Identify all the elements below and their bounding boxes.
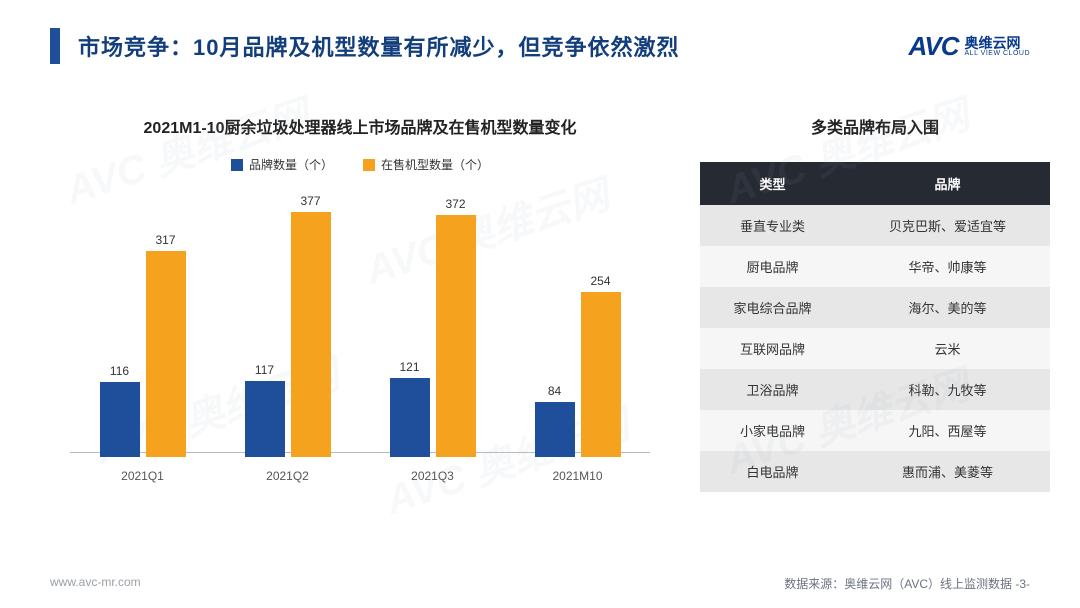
legend-item-brand: 品牌数量（个） [231,156,333,173]
bar-pair: 117377 [245,197,331,457]
table-cell: 互联网品牌 [700,328,845,369]
x-axis-label: 2021M10 [552,469,602,483]
bar-group: 1163172021Q1 [70,197,215,483]
content-row: 2021M1-10厨余垃圾处理器线上市场品牌及在售机型数量变化 品牌数量（个） … [50,114,1030,492]
bar-value-label: 84 [535,384,575,398]
logo-text: AVC [909,31,959,62]
table-cell: 卫浴品牌 [700,369,845,410]
table-cell: 云米 [845,328,1050,369]
table-cell: 白电品牌 [700,451,845,492]
legend-label: 在售机型数量（个） [381,156,489,173]
chart-legend: 品牌数量（个） 在售机型数量（个） [50,156,670,173]
table-title: 多类品牌布局入围 [700,114,1050,138]
table-cell: 海尔、美的等 [845,287,1050,328]
page-title: 市场竞争：10月品牌及机型数量有所减少，但竞争依然激烈 [78,30,679,62]
bar-group: 1173772021Q2 [215,197,360,483]
table-row: 白电品牌惠而浦、美菱等 [700,451,1050,492]
bar-value-label: 117 [245,363,285,377]
chart-plot: 1163172021Q11173772021Q21213722021Q38425… [50,183,670,483]
table-area: 多类品牌布局入围 类型 品牌 垂直专业类贝克巴斯、爱适宜等厨电品牌华帝、帅康等家… [700,114,1050,492]
title-accent-bar [50,28,60,64]
table-header-cell: 品牌 [845,162,1050,205]
table-cell: 厨电品牌 [700,246,845,287]
brand-table: 类型 品牌 垂直专业类贝克巴斯、爱适宜等厨电品牌华帝、帅康等家电综合品牌海尔、美… [700,162,1050,492]
chart-area: 2021M1-10厨余垃圾处理器线上市场品牌及在售机型数量变化 品牌数量（个） … [50,114,670,492]
title-row: 市场竞争：10月品牌及机型数量有所减少，但竞争依然激烈 AVC 奥维云网 ALL… [50,28,1030,64]
table-row: 垂直专业类贝克巴斯、爱适宜等 [700,205,1050,246]
model-bar: 317 [146,251,186,457]
bar-value-label: 377 [291,194,331,208]
table-cell: 家电综合品牌 [700,287,845,328]
table-cell: 九阳、西屋等 [845,410,1050,451]
legend-label: 品牌数量（个） [249,156,333,173]
x-axis-label: 2021Q3 [411,469,454,483]
bar-pair: 116317 [100,197,186,457]
brand-bar: 116 [100,382,140,457]
table-row: 厨电品牌华帝、帅康等 [700,246,1050,287]
model-bar: 372 [436,215,476,457]
footer-right: 数据来源：奥维云网（AVC）线上监测数据 -3- [784,575,1030,592]
logo-cn-sub: ALL VIEW CLOUD [965,50,1030,57]
table-row: 卫浴品牌科勒、九牧等 [700,369,1050,410]
chart-title: 2021M1-10厨余垃圾处理器线上市场品牌及在售机型数量变化 [50,114,670,138]
table-cell: 贝克巴斯、爱适宜等 [845,205,1050,246]
logo-cn-main: 奥维云网 [965,36,1030,50]
brand-bar: 121 [390,378,430,457]
table-cell: 科勒、九牧等 [845,369,1050,410]
x-axis-label: 2021Q2 [266,469,309,483]
bar-value-label: 317 [146,233,186,247]
table-row: 小家电品牌九阳、西屋等 [700,410,1050,451]
bar-value-label: 372 [436,197,476,211]
table-row: 家电综合品牌海尔、美的等 [700,287,1050,328]
table-cell: 小家电品牌 [700,410,845,451]
model-bar: 377 [291,212,331,457]
bar-value-label: 254 [581,274,621,288]
legend-swatch [231,159,243,171]
table-row: 互联网品牌云米 [700,328,1050,369]
table-cell: 垂直专业类 [700,205,845,246]
bar-value-label: 116 [100,364,140,378]
bar-group: 842542021M10 [505,197,650,483]
x-axis-label: 2021Q1 [121,469,164,483]
legend-item-model: 在售机型数量（个） [363,156,489,173]
slide: AVC 奥维云网 AVC 奥维云网 AVC 奥维云网 AVC 奥维云网 AVC … [0,0,1080,608]
model-bar: 254 [581,292,621,457]
footer-left: www.avc-mr.com [50,575,141,592]
bar-value-label: 121 [390,360,430,374]
brand-bar: 117 [245,381,285,457]
bar-pair: 121372 [390,197,476,457]
title-left: 市场竞争：10月品牌及机型数量有所减少，但竞争依然激烈 [50,28,679,64]
bar-group: 1213722021Q3 [360,197,505,483]
brand-logo: AVC 奥维云网 ALL VIEW CLOUD [909,31,1030,62]
bar-pair: 84254 [535,197,621,457]
brand-bar: 84 [535,402,575,457]
table-header-cell: 类型 [700,162,845,205]
table-cell: 惠而浦、美菱等 [845,451,1050,492]
legend-swatch [363,159,375,171]
table-cell: 华帝、帅康等 [845,246,1050,287]
footer: www.avc-mr.com 数据来源：奥维云网（AVC）线上监测数据 -3- [50,575,1030,592]
